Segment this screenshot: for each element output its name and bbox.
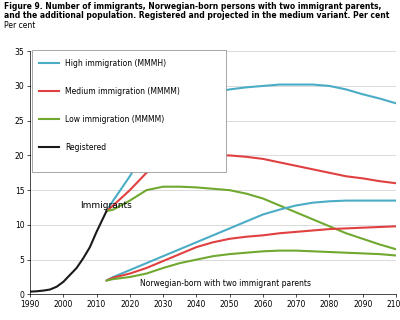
Text: Per cent: Per cent — [4, 21, 35, 30]
Text: Norwegian-born with two immigrant parents: Norwegian-born with two immigrant parent… — [140, 279, 311, 288]
Text: Figure 9. Number of immigrants, Norwegian-born persons with two immigrant parent: Figure 9. Number of immigrants, Norwegia… — [4, 2, 381, 11]
Text: Immigrants: Immigrants — [80, 201, 132, 210]
FancyBboxPatch shape — [32, 50, 226, 172]
Text: Registered: Registered — [65, 143, 106, 152]
Text: and the additional population. Registered and projected in the medium variant. P: and the additional population. Registere… — [4, 11, 389, 20]
Text: High immigration (MMMH): High immigration (MMMH) — [65, 59, 166, 68]
Text: Low immigration (MMMM): Low immigration (MMMM) — [65, 115, 164, 124]
Text: Medium immigration (MMMM): Medium immigration (MMMM) — [65, 87, 180, 96]
